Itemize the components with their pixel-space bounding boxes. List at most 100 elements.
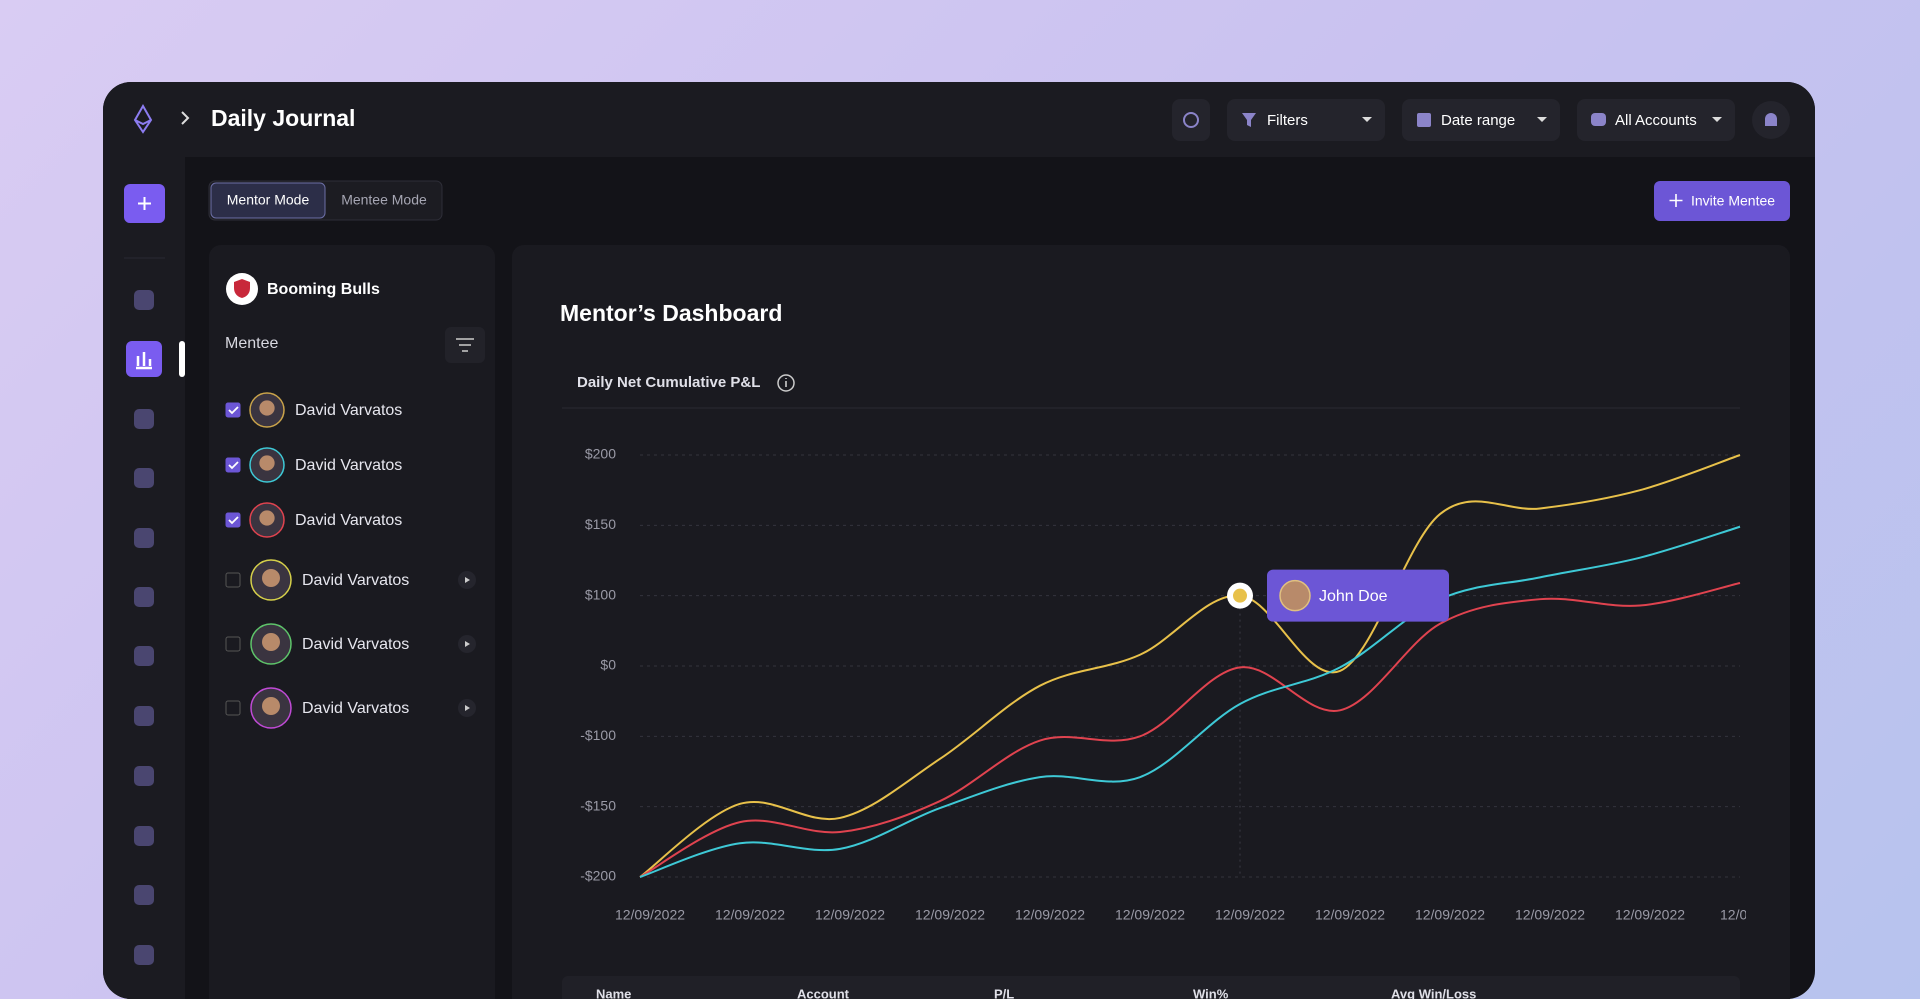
avatar-face	[259, 510, 275, 526]
filters-label: Filters	[1267, 112, 1308, 129]
dashboard-title: Mentor’s Dashboard	[560, 300, 782, 326]
dropdown-arrow	[1362, 117, 1372, 122]
x-tick-label: 12/09/2022	[1215, 907, 1285, 923]
column-header: Win%	[1193, 986, 1229, 999]
nav-item[interactable]	[134, 290, 154, 310]
checkbox[interactable]	[225, 700, 241, 716]
plus-icon	[138, 197, 151, 210]
table-header-row: Name Account P/L Win% Avg Win/Loss	[596, 986, 1476, 999]
y-tick-label: -$150	[580, 797, 616, 813]
expand-arrow	[465, 577, 470, 583]
mentee-name: David Varvatos	[302, 572, 409, 589]
x-tick-label: 12/09/2022	[715, 907, 785, 923]
expand-arrow	[465, 641, 470, 647]
accounts-button[interactable]	[1577, 99, 1735, 141]
checkbox[interactable]	[225, 512, 241, 528]
checkbox[interactable]	[225, 402, 241, 418]
x-tick-label: 12/09/2022	[915, 907, 985, 923]
mentee-mode-label[interactable]: Mentee Mode	[341, 192, 427, 208]
column-header: Account	[797, 986, 850, 999]
eye-button[interactable]	[1172, 99, 1210, 141]
nav-item[interactable]	[134, 706, 154, 726]
accounts-label: All Accounts	[1615, 112, 1697, 129]
list-label: Mentee	[225, 335, 278, 352]
plus-icon	[1669, 194, 1683, 207]
avatar-face	[262, 569, 280, 587]
column-header: P/L	[994, 986, 1014, 999]
avatar-face	[262, 697, 280, 715]
nav-item[interactable]	[134, 646, 154, 666]
checkbox[interactable]	[225, 457, 241, 473]
series-line	[639, 582, 1741, 878]
mentor-mode-label: Mentor Mode	[227, 192, 310, 208]
mentee-panel	[209, 245, 495, 999]
bell-icon	[1765, 113, 1777, 126]
dropdown-arrow	[1537, 117, 1547, 122]
mentee-name: David Varvatos	[295, 512, 402, 529]
eye-icon	[1183, 112, 1199, 128]
sidebar-icons	[126, 290, 185, 965]
mentee-name: David Varvatos	[295, 457, 402, 474]
y-tick-label: $150	[585, 516, 616, 532]
sort-icon	[456, 338, 474, 352]
check-mark	[228, 516, 239, 525]
nav-item[interactable]	[134, 826, 154, 846]
x-tick-label: 12/09	[1720, 907, 1755, 923]
x-tick-label: 12/09/2022	[1115, 907, 1185, 923]
chart-title: Daily Net Cumulative P&L	[577, 374, 760, 391]
nav-item[interactable]	[134, 766, 154, 786]
sidebar	[103, 157, 185, 999]
series-line	[639, 454, 1741, 878]
group-logo	[234, 279, 250, 298]
series-line	[639, 525, 1741, 878]
tooltip	[1267, 569, 1449, 622]
y-tick-label: $0	[600, 657, 616, 673]
mentee-name: David Varvatos	[295, 402, 402, 419]
mentor-mode-button[interactable]	[210, 182, 326, 219]
y-tick-label: $100	[585, 586, 616, 602]
mentee-name: David Varvatos	[302, 636, 409, 653]
invite-label: Invite Mentee	[1691, 193, 1775, 209]
group-name: Booming Bulls	[267, 281, 380, 298]
date-range-button[interactable]	[1402, 99, 1560, 141]
x-tick-label: 12/09/2022	[1415, 907, 1485, 923]
column-header: Name	[596, 986, 631, 999]
invite-button[interactable]	[1654, 181, 1790, 221]
avatar-face	[262, 633, 280, 651]
nav-icon	[136, 352, 152, 370]
filters-button[interactable]	[1227, 99, 1385, 141]
account-icon	[1591, 113, 1606, 126]
x-tick-label: 12/09/2022	[1515, 907, 1585, 923]
nav-item[interactable]	[134, 468, 154, 488]
calendar-icon	[1417, 113, 1431, 127]
checkbox[interactable]	[225, 636, 241, 652]
mentee-name: David Varvatos	[302, 700, 409, 717]
check-mark	[228, 406, 239, 415]
tooltip-avatar	[1279, 579, 1311, 612]
x-tick-label: 12/09/2022	[815, 907, 885, 923]
chart-panel	[512, 245, 1790, 999]
date-range-label: Date range	[1441, 112, 1515, 129]
tooltip-label: John Doe	[1319, 588, 1388, 605]
nav-item[interactable]	[134, 587, 154, 607]
nav-item[interactable]	[134, 945, 154, 965]
y-tick-label: $200	[585, 446, 616, 462]
table-header	[562, 976, 1740, 999]
x-tick-label: 12/09/2022	[1315, 907, 1385, 923]
checkbox[interactable]	[225, 572, 241, 588]
nav-item[interactable]	[134, 409, 154, 429]
nav-item[interactable]	[134, 885, 154, 905]
x-tick-label: 12/09/2022	[1615, 907, 1685, 923]
avatar-face	[259, 455, 275, 471]
column-header: Avg Win/Loss	[1391, 986, 1476, 999]
avatar-face	[259, 400, 275, 416]
x-tick-label: 12/09/2022	[1015, 907, 1085, 923]
expand-icon[interactable]	[181, 111, 190, 125]
dropdown-arrow	[1712, 117, 1722, 122]
info-icon[interactable]	[777, 374, 795, 392]
nav-item[interactable]	[134, 528, 154, 548]
active-indicator	[179, 341, 185, 377]
highlight-dot	[1233, 588, 1247, 603]
